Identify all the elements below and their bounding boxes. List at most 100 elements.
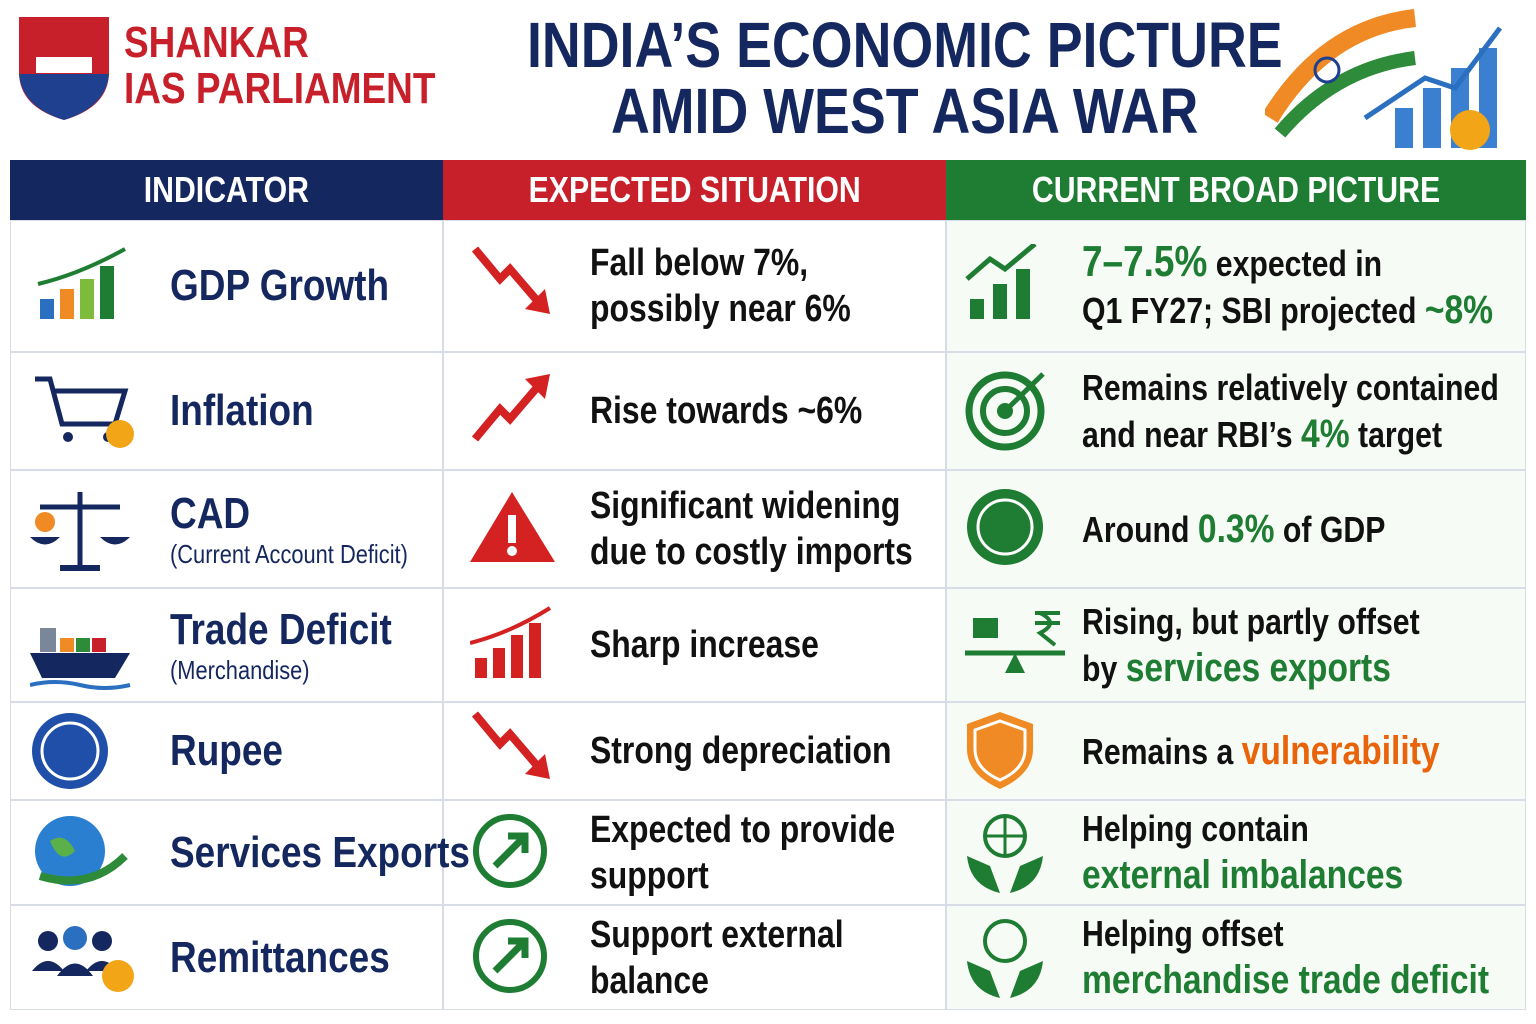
icon-graphic	[37, 247, 126, 319]
icon-graphic	[471, 374, 550, 442]
icon-graphic	[473, 813, 547, 888]
column-header: EXPECTED SITUATION	[443, 160, 946, 220]
indicator: Inflation	[170, 352, 341, 470]
current-line: and near RBI’s 4% target	[1082, 411, 1499, 458]
table-cell	[10, 352, 443, 470]
expected-line: Expected to provide	[590, 808, 896, 851]
icon	[965, 709, 1065, 804]
expected-line: Fall below 7%,	[590, 242, 809, 284]
header-graphic	[1265, 9, 1502, 150]
icon-graphic	[965, 611, 1065, 673]
indicator-name: Rupee	[170, 726, 283, 775]
current: Rising, but partly offset by services exp…	[1082, 588, 1484, 702]
icon	[965, 603, 1065, 698]
indicator: CAD (Current Account Deficit)	[170, 470, 453, 588]
expected: Significant widening due to costly import…	[590, 470, 974, 588]
expected: Sharp increase	[590, 588, 862, 702]
indicator: Services Exports	[170, 800, 527, 905]
column-header-text: CURRENT BROAD PICTURE	[1031, 169, 1441, 210]
current-text: Around	[1082, 508, 1198, 550]
title-line: AMID WEST ASIA WAR	[611, 75, 1199, 147]
icon	[470, 811, 560, 901]
current-text: 4%	[1301, 411, 1350, 456]
icon	[470, 487, 560, 577]
current-text: 0.3%	[1197, 506, 1275, 551]
expected-line: support	[590, 854, 709, 897]
column-header: CURRENT BROAD PICTURE	[946, 160, 1526, 220]
current-line: Q1 FY27; SBI projected ~8%	[1082, 287, 1493, 334]
current: Remains a vulnerability	[1082, 702, 1508, 800]
table-cell	[443, 588, 946, 702]
table-cell	[946, 702, 1526, 800]
icon	[30, 244, 140, 339]
icon-graphic	[471, 246, 550, 314]
indicator-name: CAD	[170, 488, 251, 538]
icon	[965, 369, 1065, 464]
icon	[965, 242, 1065, 339]
expected-line: due to costly imports	[590, 531, 913, 573]
icon-graphic	[965, 371, 1045, 451]
current-line: merchandise trade deficit	[1082, 957, 1489, 1004]
icon	[965, 487, 1065, 582]
icon-graphic	[469, 606, 552, 678]
icon	[470, 709, 560, 799]
expected: Strong depreciation	[590, 702, 949, 800]
expected: Expected to provide support	[590, 800, 953, 905]
current-text: merchandise trade deficit	[1082, 958, 1490, 1002]
icon-graphic	[35, 815, 128, 886]
indicator: GDP Growth	[170, 220, 431, 352]
table-cell	[946, 905, 1526, 1010]
column-header-text: INDICATOR	[143, 169, 310, 210]
current-text: services exports	[1125, 645, 1391, 690]
current-text: Rising, but partly offset	[1082, 600, 1420, 642]
current-text: Helping offset	[1082, 913, 1284, 954]
brand-line: IAS PARLIAMENT	[124, 64, 436, 113]
current-text: Helping contain	[1082, 808, 1309, 849]
current-text: expected in	[1207, 242, 1383, 284]
current-line: Remains relatively contained	[1082, 365, 1499, 411]
icon	[30, 369, 140, 464]
icon	[30, 916, 140, 1011]
icon	[30, 487, 140, 582]
current-text: vulnerability	[1241, 728, 1440, 773]
current-text: by	[1082, 647, 1126, 689]
current-line: Rising, but partly offset	[1082, 599, 1420, 645]
icon	[469, 603, 560, 693]
current-line: 7–7.5% expected in	[1082, 236, 1493, 287]
icon-graphic	[967, 712, 1033, 789]
icon	[470, 916, 560, 1006]
indicator-name: Inflation	[170, 386, 314, 435]
column-header: INDICATOR	[10, 160, 443, 220]
current-text: 7–7.5%	[1082, 236, 1208, 286]
icon-graphic	[967, 918, 1043, 998]
icon-graphic	[965, 242, 1037, 319]
icon	[965, 916, 1065, 1011]
icon-graphic	[967, 813, 1043, 893]
current-line: Helping contain	[1082, 806, 1403, 852]
current-text: target	[1349, 413, 1443, 455]
expected-line: Support external	[590, 913, 844, 956]
expected: Rise towards ~6%	[590, 352, 914, 470]
table-cell	[10, 905, 443, 1010]
current-text: ~8%	[1424, 287, 1494, 332]
table-cell	[443, 352, 946, 470]
indicator-note: (Merchandise)	[170, 654, 310, 685]
indicator-name: Remittances	[170, 932, 390, 982]
indicator-name: Trade Deficit	[170, 604, 392, 654]
icon	[30, 709, 140, 804]
table-cell	[946, 220, 1526, 352]
current-line: Remains a vulnerability	[1082, 728, 1440, 775]
icon-graphic	[470, 492, 555, 562]
current-text: Q1 FY27; SBI projected	[1082, 289, 1425, 331]
brand: SHANKAR IAS PARLIAMENT	[124, 20, 495, 112]
expected-line: Strong depreciation	[590, 730, 892, 772]
indicator-note: (Current Account Deficit)	[170, 538, 408, 569]
expected-line: Significant widening	[590, 485, 901, 527]
indicator: Trade Deficit (Merchandise)	[170, 588, 434, 702]
icon-graphic	[30, 492, 130, 571]
current-line: by services exports	[1082, 645, 1420, 692]
expected: Support external balance	[590, 905, 892, 1010]
icon-graphic	[35, 376, 134, 448]
logo	[19, 17, 109, 120]
